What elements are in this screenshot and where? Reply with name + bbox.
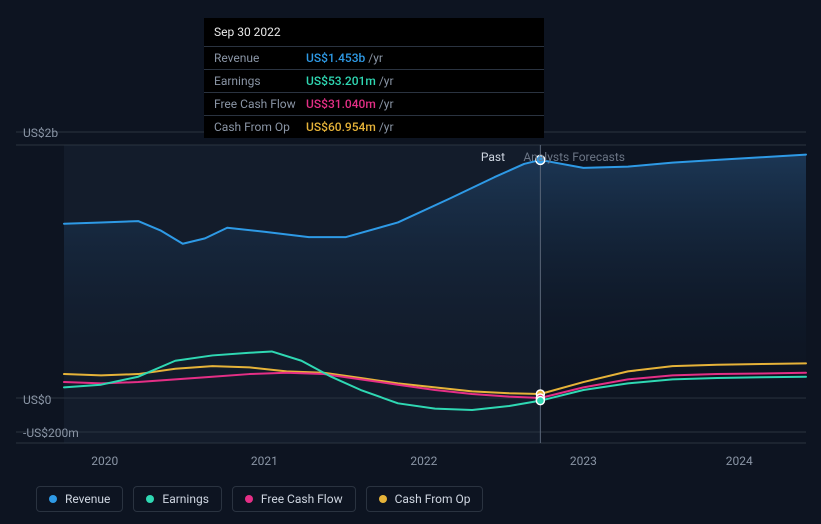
x-axis-label: 2024 [726,454,753,468]
legend-dot-icon [379,495,387,503]
tooltip-value: US$1.453b [306,51,365,65]
tooltip-row: EarningsUS$53.201m/yr [204,70,544,93]
legend-item-free-cash-flow[interactable]: Free Cash Flow [232,486,356,512]
tooltip-row: Cash From OpUS$60.954m/yr [204,116,544,138]
x-axis-label: 2023 [570,454,597,468]
legend-dot-icon [146,495,154,503]
legend-label: Earnings [162,492,209,506]
tooltip-unit: /yr [368,51,383,65]
y-axis-label: US$0 [23,393,51,407]
tooltip-label: Earnings [214,74,306,88]
tooltip-row: RevenueUS$1.453b/yr [204,47,544,70]
x-axis-label: 2022 [410,454,437,468]
tooltip-row: Free Cash FlowUS$31.040m/yr [204,93,544,116]
legend-dot-icon [49,495,57,503]
forecast-label: Analysts Forecasts [523,150,625,164]
tooltip-unit: /yr [379,74,394,88]
chart-container: Sep 30 2022 RevenueUS$1.453b/yrEarningsU… [16,0,805,524]
tooltip-value: US$53.201m [306,74,376,88]
tooltip-unit: /yr [379,120,394,134]
legend: Revenue Earnings Free Cash Flow Cash From O… [36,486,483,512]
tooltip: Sep 30 2022 RevenueUS$1.453b/yrEarningsU… [204,18,544,138]
x-axis-label: 2020 [91,454,118,468]
legend-item-cash-from-op[interactable]: Cash From Op [366,486,484,512]
tooltip-label: Cash From Op [214,120,306,134]
tooltip-value: US$31.040m [306,97,376,111]
y-axis-label: -US$200m [23,426,79,440]
tooltip-label: Free Cash Flow [214,97,306,111]
legend-item-earnings[interactable]: Earnings [133,486,222,512]
tooltip-date: Sep 30 2022 [204,18,544,47]
tooltip-value: US$60.954m [306,120,376,134]
legend-label: Cash From Op [395,492,471,506]
legend-label: Revenue [65,492,110,506]
tooltip-label: Revenue [214,51,306,65]
y-axis-label: US$2b [23,126,58,140]
past-label: Past [481,150,505,164]
x-axis-label: 2021 [251,454,278,468]
legend-label: Free Cash Flow [261,492,343,506]
tooltip-unit: /yr [379,97,394,111]
legend-item-revenue[interactable]: Revenue [36,486,123,512]
legend-dot-icon [245,495,253,503]
